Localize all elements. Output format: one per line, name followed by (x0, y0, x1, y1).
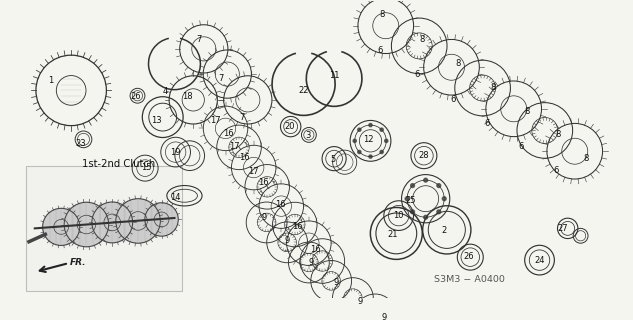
Text: 8: 8 (380, 10, 385, 19)
Text: 8: 8 (456, 59, 461, 68)
Text: 16: 16 (310, 244, 321, 254)
Circle shape (369, 155, 372, 158)
Text: 9: 9 (381, 313, 387, 320)
Circle shape (442, 197, 446, 201)
Text: 18: 18 (182, 92, 192, 101)
Text: 6: 6 (450, 95, 455, 104)
Text: 1st-2nd Clutch: 1st-2nd Clutch (82, 159, 155, 169)
Circle shape (411, 184, 415, 188)
Text: 8: 8 (584, 154, 589, 163)
Text: 6: 6 (484, 118, 489, 128)
Text: FR.: FR. (70, 259, 87, 268)
Circle shape (92, 202, 133, 243)
Circle shape (437, 210, 441, 214)
Text: 6: 6 (415, 69, 420, 79)
Text: 26: 26 (464, 252, 474, 261)
Text: 19: 19 (170, 148, 181, 157)
Text: 23: 23 (75, 139, 86, 148)
Circle shape (145, 203, 179, 236)
Circle shape (423, 215, 428, 219)
Text: 5: 5 (330, 155, 335, 164)
Circle shape (405, 197, 409, 201)
Text: 2: 2 (442, 226, 447, 235)
Text: 9: 9 (284, 236, 290, 245)
Text: 9: 9 (261, 213, 266, 222)
Text: 17: 17 (248, 167, 258, 176)
Text: 7: 7 (239, 113, 244, 122)
Text: 16: 16 (223, 129, 234, 138)
Circle shape (385, 139, 388, 142)
Text: 9: 9 (358, 297, 363, 306)
Text: 20: 20 (285, 122, 296, 131)
Text: 17: 17 (229, 142, 240, 151)
Text: 6: 6 (518, 142, 523, 151)
Text: 3: 3 (306, 131, 311, 140)
Text: 16: 16 (258, 179, 269, 188)
Text: 4: 4 (163, 87, 168, 96)
Circle shape (423, 178, 428, 182)
Text: 16: 16 (275, 200, 285, 209)
Text: 6: 6 (377, 46, 382, 55)
Text: 21: 21 (387, 230, 398, 239)
Text: 25: 25 (405, 196, 416, 205)
Text: 7: 7 (219, 74, 224, 83)
Circle shape (358, 128, 361, 131)
Circle shape (42, 208, 80, 245)
Circle shape (358, 150, 361, 154)
Text: 26: 26 (130, 92, 141, 101)
Text: 11: 11 (329, 71, 339, 80)
FancyBboxPatch shape (26, 166, 182, 291)
Circle shape (437, 184, 441, 188)
Text: 1: 1 (49, 76, 54, 84)
Text: 8: 8 (524, 107, 529, 116)
Circle shape (64, 202, 109, 247)
Text: 12: 12 (363, 135, 373, 144)
Circle shape (411, 210, 415, 214)
Text: 8: 8 (490, 83, 495, 92)
Circle shape (369, 124, 372, 127)
Text: 28: 28 (418, 151, 429, 160)
Text: 7: 7 (196, 36, 202, 44)
Circle shape (116, 199, 160, 243)
Circle shape (380, 128, 383, 131)
Text: 8: 8 (420, 36, 425, 44)
Circle shape (380, 150, 383, 154)
Circle shape (353, 139, 356, 142)
Text: 8: 8 (556, 131, 561, 140)
Text: 9: 9 (308, 258, 313, 267)
Text: 22: 22 (298, 86, 309, 95)
Text: 6: 6 (553, 166, 559, 175)
Text: 15: 15 (141, 163, 151, 172)
Text: 16: 16 (292, 222, 303, 231)
Text: 24: 24 (534, 256, 545, 265)
Text: 14: 14 (170, 193, 181, 202)
Text: 9: 9 (334, 278, 339, 287)
Text: S3M3 − A0400: S3M3 − A0400 (434, 275, 505, 284)
Text: 27: 27 (558, 224, 568, 233)
Text: 10: 10 (394, 211, 404, 220)
Text: 16: 16 (239, 153, 250, 162)
Text: 17: 17 (210, 116, 220, 125)
Text: 13: 13 (151, 116, 162, 124)
